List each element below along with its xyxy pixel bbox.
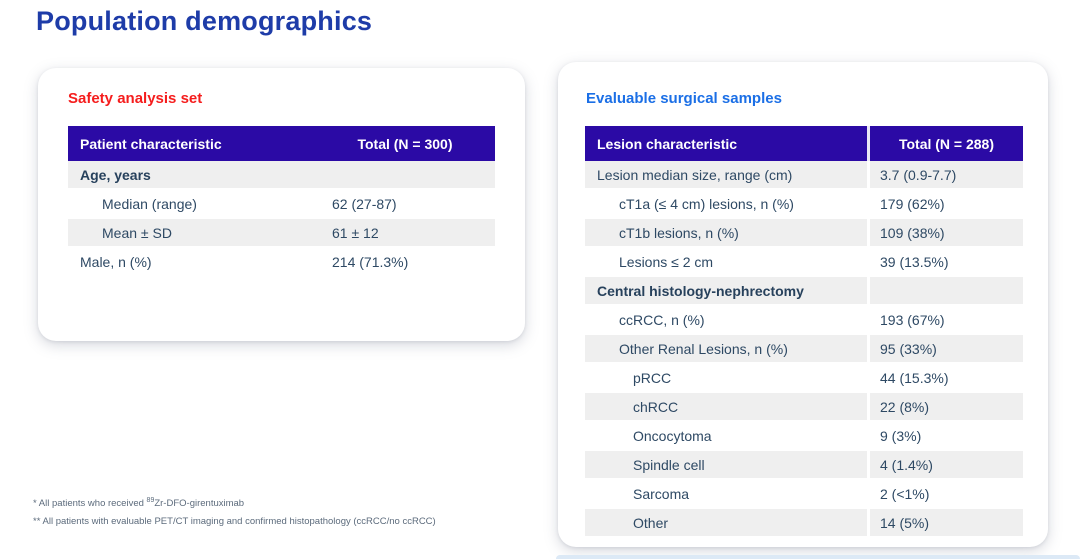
row-label: Central histology-nephrectomy [585,277,870,306]
row-value: 214 (71.3%) [315,248,495,277]
footnotes: * All patients who received 89Zr-DFO-gir… [33,496,436,534]
row-value: 2 (<1%) [870,480,1023,509]
table-row: pRCC 44 (15.3%) [585,364,1023,393]
row-label: Age, years [68,161,315,190]
row-label: Other [585,509,870,538]
row-label: Other Renal Lesions, n (%) [585,335,870,364]
table-row: Other Renal Lesions, n (%) 95 (33%) [585,335,1023,364]
table-row: Other 14 (5%) [585,509,1023,538]
safety-analysis-card: Safety analysis set Patient characterist… [38,68,525,341]
row-value: 61 ± 12 [315,219,495,248]
table-row: Oncocytoma 9 (3%) [585,422,1023,451]
row-label: Male, n (%) [68,248,315,277]
row-value: 179 (62%) [870,190,1023,219]
footnote-2: ** All patients with evaluable PET/CT im… [33,516,436,527]
row-label: Mean ± SD [68,219,315,248]
row-label: Lesion median size, range (cm) [585,161,870,190]
row-label: cT1a (≤ 4 cm) lesions, n (%) [585,190,870,219]
row-label: pRCC [585,364,870,393]
row-value: 62 (27-87) [315,190,495,219]
row-value: 9 (3%) [870,422,1023,451]
surgical-samples-card: Evaluable surgical samples Lesion charac… [558,62,1048,547]
surgical-samples-heading: Evaluable surgical samples [586,90,782,107]
table-row: Central histology-nephrectomy [585,277,1023,306]
row-label: Oncocytoma [585,422,870,451]
patient-characteristics-table-body: Age, years Median (range) 62 (27-87) Mean ±… [68,161,495,277]
row-label: Median (range) [68,190,315,219]
row-value: 3.7 (0.9-7.7) [870,161,1023,190]
bottom-edge-element [556,555,1080,559]
row-label: Sarcoma [585,480,870,509]
row-value [870,277,1023,306]
row-value: 14 (5%) [870,509,1023,538]
footnote-1-isotope-superscript: 89 [146,496,155,504]
row-value: 109 (38%) [870,219,1023,248]
table-row: cT1a (≤ 4 cm) lesions, n (%) 179 (62%) [585,190,1023,219]
page-title: Population demographics [36,6,373,36]
column-header-total-n288: Total (N = 288) [870,126,1023,161]
patient-characteristics-table: Patient characteristic Total (N = 300) A… [68,126,495,277]
row-value: 193 (67%) [870,306,1023,335]
table-header-row: Lesion characteristic Total (N = 288) [585,126,1023,161]
row-label: ccRCC, n (%) [585,306,870,335]
table-row: Mean ± SD 61 ± 12 [68,219,495,248]
row-value: 95 (33%) [870,335,1023,364]
row-value: 22 (8%) [870,393,1023,422]
table-row: Median (range) 62 (27-87) [68,190,495,219]
table-row: chRCC 22 (8%) [585,393,1023,422]
table-row: Spindle cell 4 (1.4%) [585,451,1023,480]
footnote-1-text: * All patients who received [33,498,147,509]
table-row: ccRCC, n (%) 193 (67%) [585,306,1023,335]
table-row: Lesion median size, range (cm) 3.7 (0.9-7… [585,161,1023,190]
row-value: 44 (15.3%) [870,364,1023,393]
table-row: Lesions ≤ 2 cm 39 (13.5%) [585,248,1023,277]
row-label: Lesions ≤ 2 cm [585,248,870,277]
footnote-1: * All patients who received 89Zr-DFO-gir… [33,496,436,510]
lesion-characteristics-table-body: Lesion median size, range (cm) 3.7 (0.9-7… [585,161,1023,538]
table-row: Sarcoma 2 (<1%) [585,480,1023,509]
table-row: cT1b lesions, n (%) 109 (38%) [585,219,1023,248]
column-header-total-n300: Total (N = 300) [315,126,495,161]
column-header-patient-characteristic: Patient characteristic [68,126,315,161]
safety-analysis-heading: Safety analysis set [68,90,203,107]
lesion-characteristics-table: Lesion characteristic Total (N = 288) Le… [585,126,1023,538]
row-label: Spindle cell [585,451,870,480]
table-row: Age, years [68,161,495,190]
table-row: Male, n (%) 214 (71.3%) [68,248,495,277]
row-label: chRCC [585,393,870,422]
row-value [315,161,495,190]
row-value: 39 (13.5%) [870,248,1023,277]
column-header-lesion-characteristic: Lesion characteristic [585,126,870,161]
row-label: cT1b lesions, n (%) [585,219,870,248]
footnote-1-text-after: Zr-DFO-girentuximab [154,498,245,509]
table-header-row: Patient characteristic Total (N = 300) [68,126,495,161]
row-value: 4 (1.4%) [870,451,1023,480]
